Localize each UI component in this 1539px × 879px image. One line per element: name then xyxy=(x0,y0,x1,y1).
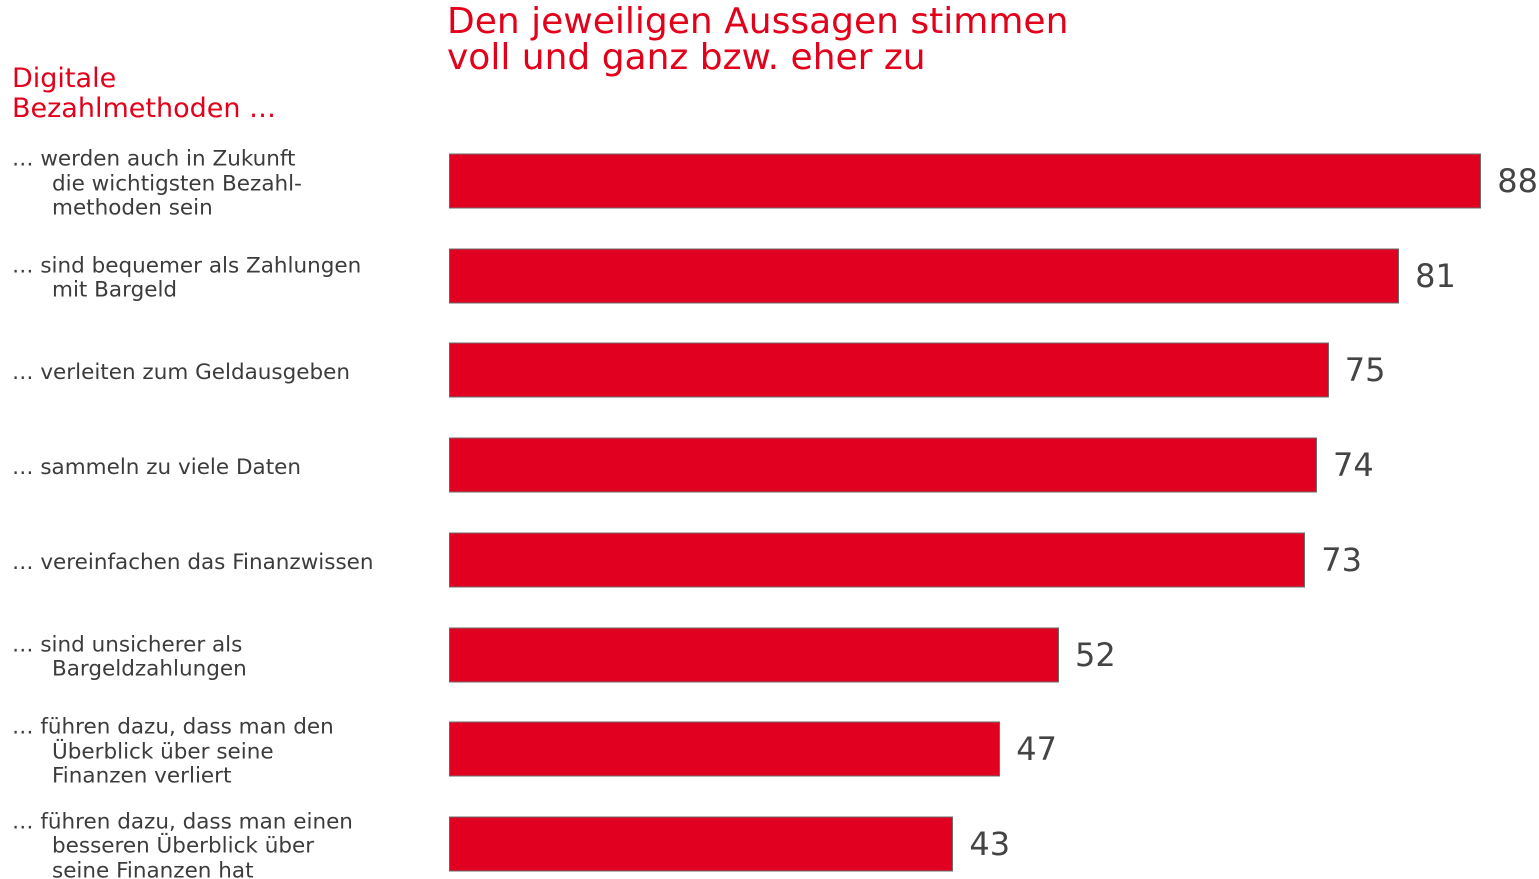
bar xyxy=(449,816,954,872)
bar xyxy=(449,153,1482,209)
value-label: 75 xyxy=(1344,351,1386,390)
value-label: 88 xyxy=(1497,162,1538,200)
category-label: … sammeln zu viele Daten xyxy=(12,454,301,480)
value-label: 73 xyxy=(1321,540,1362,579)
bar xyxy=(449,437,1318,493)
value-label: 43 xyxy=(969,824,1011,863)
category-label: … sind unsicherer als Bargeldzahlungen xyxy=(12,632,247,682)
value-label: 74 xyxy=(1333,446,1374,485)
value-label: 47 xyxy=(1016,730,1058,769)
bar xyxy=(449,342,1329,398)
bar xyxy=(449,721,1001,777)
category-label: … vereinfachen das Finanzwissen xyxy=(12,549,374,575)
chart-title: Den jeweiligen Aussagen stimmen voll und… xyxy=(447,1,1069,78)
chart-subtitle: Digitale Bezahlmethoden … xyxy=(12,63,277,124)
bar xyxy=(449,248,1400,304)
category-label: … führen dazu, dass man einen besseren Ü… xyxy=(12,809,353,879)
value-label: 81 xyxy=(1415,256,1456,295)
value-label: 52 xyxy=(1074,635,1116,674)
bar xyxy=(449,627,1059,682)
category-label: … verleiten zum Geldausgeben xyxy=(12,360,350,386)
category-label: … führen dazu, dass man den Überblick üb… xyxy=(12,714,334,789)
category-label: … werden auch in Zukunft die wichtigsten… xyxy=(12,146,302,221)
bar xyxy=(449,532,1306,588)
category-label: … sind bequemer als Zahlungen mit Bargel… xyxy=(12,253,362,303)
